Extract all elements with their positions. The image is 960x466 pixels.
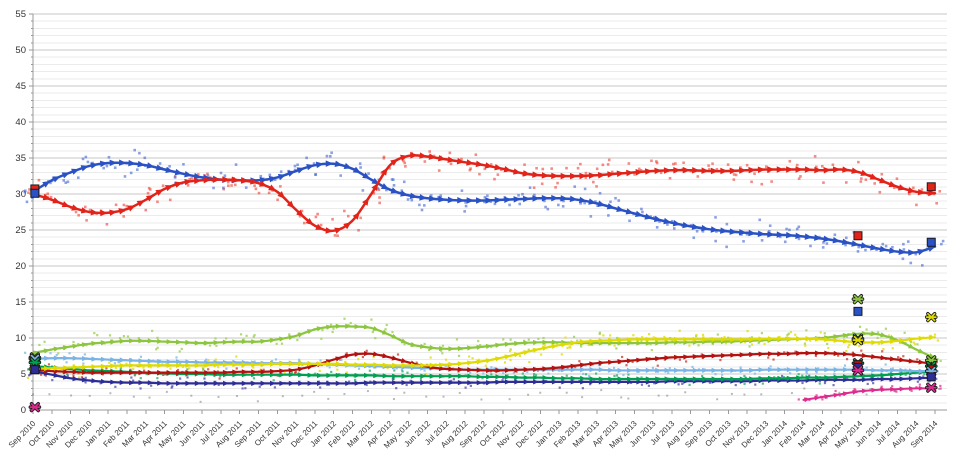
y-tick-label: 50 bbox=[15, 45, 26, 56]
y-tick-label: 0 bbox=[21, 405, 26, 416]
y-tick-label: 40 bbox=[15, 117, 26, 128]
y-tick-label: 5 bbox=[21, 369, 26, 380]
y-tick-label: 35 bbox=[15, 153, 26, 164]
election-marker-yellow-line bbox=[851, 335, 865, 346]
y-axis-labels: 0 5 10 15 20 25 30 35 40 45 50 55 bbox=[15, 9, 26, 416]
trend-yellow-line bbox=[31, 335, 937, 372]
trend-dark-blue-line bbox=[31, 368, 937, 387]
trend-pink-line bbox=[802, 385, 936, 403]
major-gridlines bbox=[33, 13, 947, 375]
election-marker-blue-line bbox=[30, 188, 40, 198]
axes bbox=[29, 13, 947, 414]
election-marker-blue-line bbox=[926, 237, 936, 247]
minor-gridlines bbox=[33, 20, 947, 404]
left-edge-results bbox=[28, 184, 42, 413]
y-tick-label: 30 bbox=[15, 189, 26, 200]
election-marker-dark-blue-line bbox=[30, 365, 40, 375]
election-marker-red-line bbox=[853, 231, 863, 241]
election-marker-yellow-line bbox=[924, 312, 938, 323]
right-edge-results bbox=[924, 182, 938, 393]
y-tick-label: 45 bbox=[15, 81, 26, 92]
trend-dark-red-line bbox=[31, 350, 937, 376]
y-tick-label: 55 bbox=[15, 9, 26, 20]
election-marker-blue-line bbox=[853, 306, 863, 316]
scatter-pink-line bbox=[797, 383, 942, 402]
y-tick-label: 10 bbox=[15, 333, 26, 344]
election-marker-pink-line bbox=[851, 365, 865, 376]
trend-blue-line bbox=[31, 159, 937, 256]
y-tick-label: 25 bbox=[15, 225, 26, 236]
y-tick-label: 15 bbox=[15, 297, 26, 308]
y-tick-label: 20 bbox=[15, 261, 26, 272]
election-marker-dark-blue-line bbox=[926, 372, 936, 382]
scatter-blue-line bbox=[23, 148, 945, 267]
election-marker-light-green-line bbox=[851, 294, 865, 305]
trend-light-green-line bbox=[31, 323, 937, 360]
may-2014-results bbox=[851, 231, 865, 376]
election-marker-red-line bbox=[926, 182, 936, 192]
trend-red-line bbox=[31, 152, 937, 234]
election-marker-pink-line bbox=[28, 402, 42, 413]
election-marker-pink-line bbox=[924, 382, 938, 393]
